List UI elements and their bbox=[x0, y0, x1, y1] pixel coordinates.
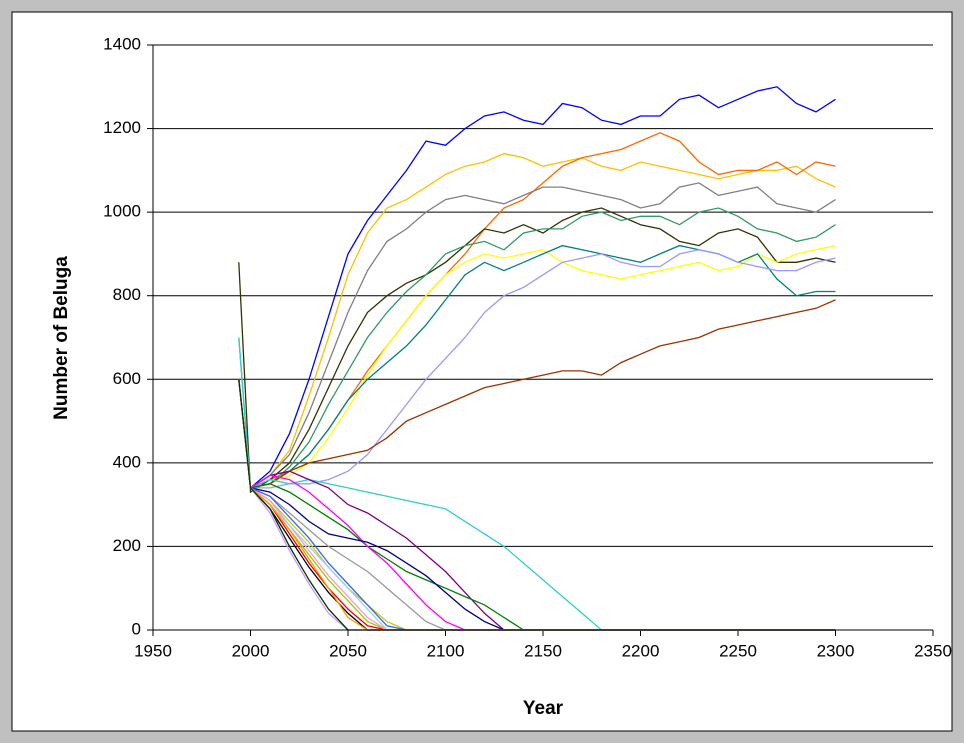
y-tick-label: 600 bbox=[113, 369, 141, 388]
x-tick-label: 2050 bbox=[329, 641, 367, 660]
x-axis-title: Year bbox=[523, 698, 564, 719]
x-tick-label: 2200 bbox=[622, 641, 660, 660]
y-tick-label: 1000 bbox=[103, 202, 141, 221]
y-tick-label: 1400 bbox=[103, 34, 141, 53]
series-line bbox=[238, 207, 836, 494]
series-line bbox=[238, 249, 836, 489]
series-line bbox=[238, 152, 836, 490]
series-line bbox=[238, 244, 836, 489]
series-line bbox=[238, 182, 836, 490]
x-tick-label: 2250 bbox=[719, 641, 757, 660]
series-line bbox=[238, 207, 836, 489]
x-tick-label: 2350 bbox=[914, 641, 952, 660]
y-tick-label: 200 bbox=[113, 536, 141, 555]
x-tick-label: 2150 bbox=[524, 641, 562, 660]
y-axis-title: Number of Beluga bbox=[51, 256, 72, 420]
series-line bbox=[238, 299, 836, 489]
x-tick-label: 1950 bbox=[134, 641, 172, 660]
y-tick-label: 0 bbox=[132, 619, 141, 638]
x-tick-label: 2000 bbox=[232, 641, 270, 660]
x-tick-label: 2300 bbox=[817, 641, 855, 660]
y-tick-label: 800 bbox=[113, 285, 141, 304]
x-tick-label: 2100 bbox=[427, 641, 465, 660]
y-tick-label: 400 bbox=[113, 452, 141, 471]
series-line bbox=[238, 86, 836, 490]
y-tick-label: 1200 bbox=[103, 118, 141, 137]
